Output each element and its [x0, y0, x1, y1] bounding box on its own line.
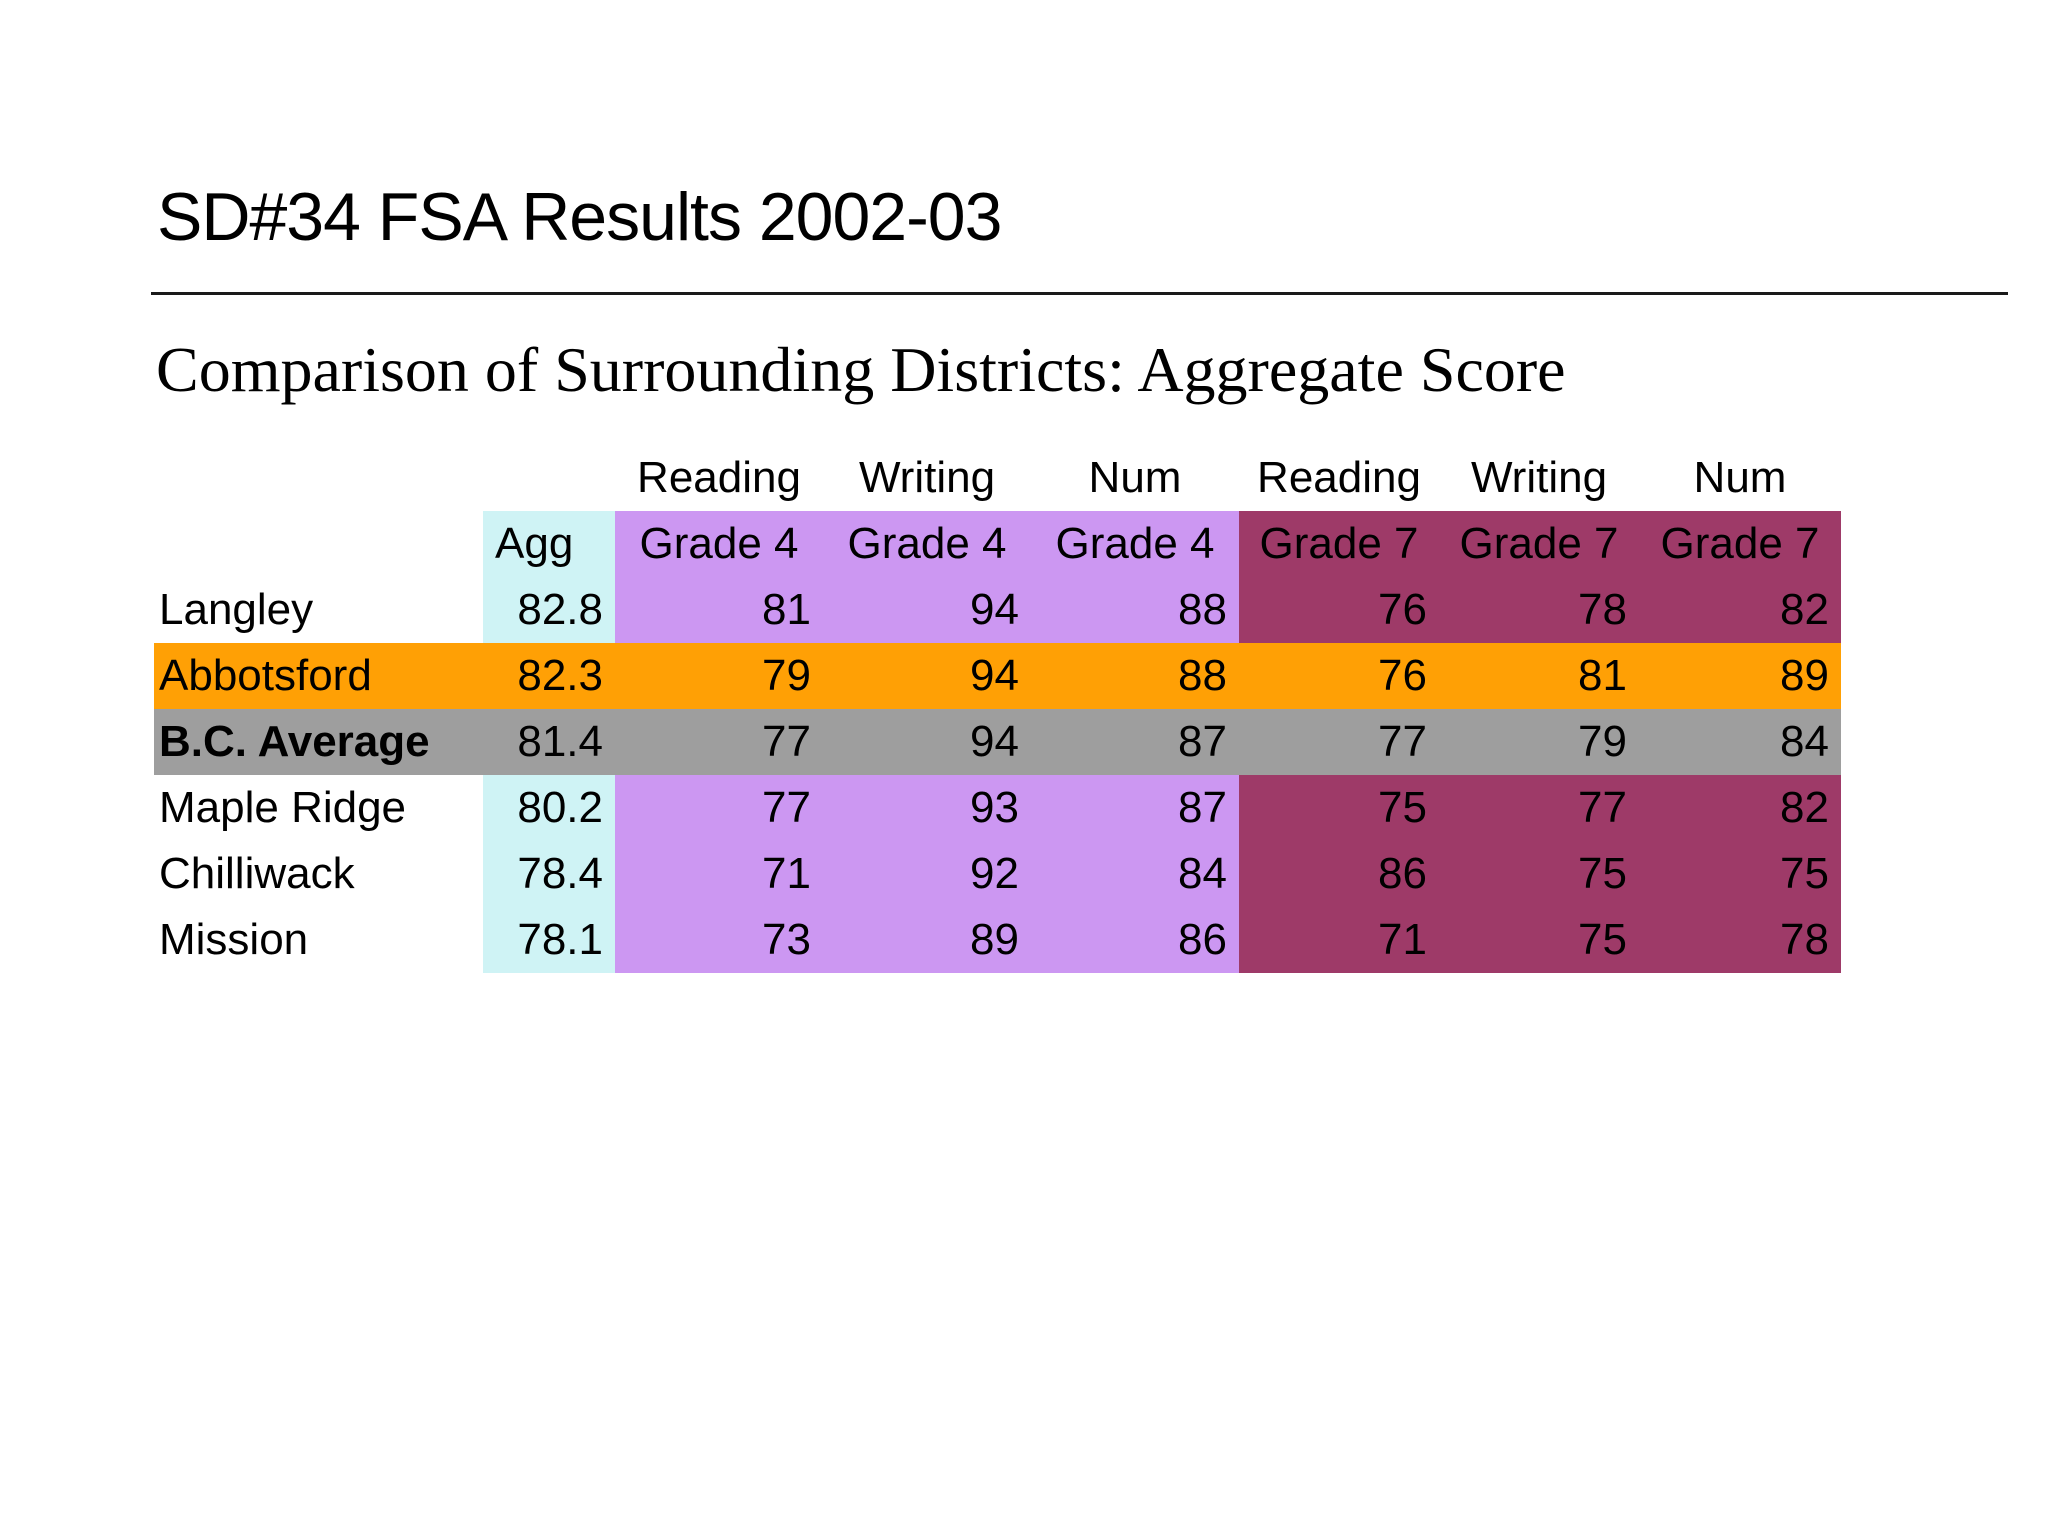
column-header-grade7-num: Grade 7 [1639, 511, 1841, 577]
score-cell: 88 [1031, 577, 1239, 643]
column-header-grade7-writing: Grade 7 [1439, 511, 1639, 577]
score-cell: 81 [1439, 643, 1639, 709]
group-header-writing-g7: Writing [1470, 453, 1608, 502]
group-header-reading-g4: Reading [637, 453, 801, 502]
score-cell: 87 [1031, 775, 1239, 841]
column-header-agg: Agg [483, 511, 615, 577]
score-cell: 89 [1639, 643, 1841, 709]
score-cell: 76 [1239, 643, 1439, 709]
column-header-grade4-reading: Grade 4 [615, 511, 823, 577]
districts-score-table: Reading Writing Num Reading Writing Num … [154, 445, 1841, 973]
score-cell: 75 [1639, 841, 1841, 907]
score-cell: 92 [823, 841, 1031, 907]
score-cell: 89 [823, 907, 1031, 973]
score-cell: 78 [1639, 907, 1841, 973]
score-cell: 94 [823, 577, 1031, 643]
score-cell: 87 [1031, 709, 1239, 775]
score-cell: 79 [1439, 709, 1639, 775]
corner-blank-cell [154, 445, 483, 511]
score-cell: 71 [1239, 907, 1439, 973]
score-cell: 86 [1031, 907, 1239, 973]
group-header-writing-g4: Writing [858, 453, 996, 502]
district-cell: Mission [159, 915, 309, 964]
score-cell: 80.2 [483, 775, 615, 841]
score-cell: 79 [615, 643, 823, 709]
slide-title: SD#34 FSA Results 2002-03 [157, 179, 1002, 255]
score-cell: 78.1 [483, 907, 615, 973]
column-header-grade7-reading: Grade 7 [1239, 511, 1439, 577]
score-cell: 78.4 [483, 841, 615, 907]
score-cell: 77 [1239, 709, 1439, 775]
agg-blank-header-cell [483, 445, 615, 511]
district-cell: Chilliwack [159, 849, 355, 898]
score-cell: 84 [1639, 709, 1841, 775]
score-cell: 75 [1439, 841, 1639, 907]
score-cell: 75 [1239, 775, 1439, 841]
score-cell: 94 [823, 709, 1031, 775]
score-cell: 82 [1639, 577, 1841, 643]
group-header-num-g7: Num [1693, 453, 1787, 502]
score-cell: 93 [823, 775, 1031, 841]
score-cell: 82 [1639, 775, 1841, 841]
district-cell: Abbotsford [154, 643, 483, 709]
score-cell: 77 [1439, 775, 1639, 841]
district-cell: Langley [159, 585, 314, 634]
score-cell: 76 [1239, 577, 1439, 643]
score-cell: 78 [1439, 577, 1639, 643]
score-cell: 86 [1239, 841, 1439, 907]
label-blank-header-cell [154, 511, 483, 577]
district-cell: B.C. Average [154, 709, 483, 775]
title-divider [151, 292, 2008, 295]
score-cell: 81.4 [483, 709, 615, 775]
group-header-reading-g7: Reading [1257, 453, 1421, 502]
score-cell: 94 [823, 643, 1031, 709]
score-cell: 81 [615, 577, 823, 643]
slide-subtitle: Comparison of Surrounding Districts: Agg… [156, 334, 1566, 405]
district-cell: Maple Ridge [159, 783, 407, 832]
score-cell: 71 [615, 841, 823, 907]
score-cell: 88 [1031, 643, 1239, 709]
score-cell: 82.8 [483, 577, 615, 643]
score-cell: 84 [1031, 841, 1239, 907]
score-cell: 77 [615, 775, 823, 841]
score-cell: 73 [615, 907, 823, 973]
score-cell: 77 [615, 709, 823, 775]
score-cell: 82.3 [483, 643, 615, 709]
score-cell: 75 [1439, 907, 1639, 973]
column-header-grade4-num: Grade 4 [1031, 511, 1239, 577]
group-header-num-g4: Num [1088, 453, 1182, 502]
column-header-grade4-writing: Grade 4 [823, 511, 1031, 577]
